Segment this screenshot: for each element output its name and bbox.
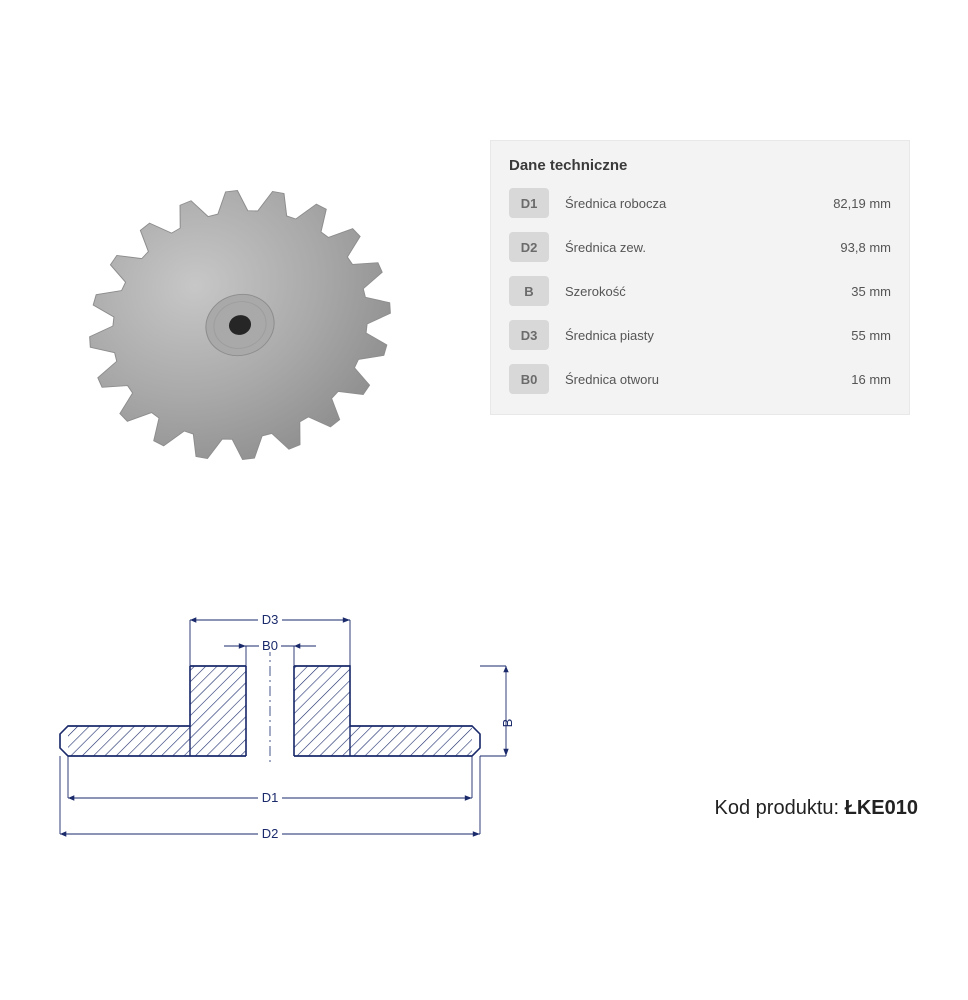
spec-code-badge: D3 [509, 320, 549, 350]
spec-value: 35 mm [801, 284, 891, 299]
spec-row: D3 Średnica piasty55 mm [509, 320, 891, 350]
product-image [20, 140, 460, 510]
spec-label: Średnica otworu [565, 372, 801, 387]
spec-label: Średnica zew. [565, 240, 801, 255]
cross-section-drawing: D3 B0 D1 D2 B [20, 580, 520, 860]
spec-value: 82,19 mm [801, 196, 891, 211]
spec-value: 16 mm [801, 372, 891, 387]
svg-text:D2: D2 [262, 826, 279, 841]
svg-text:B: B [500, 719, 515, 728]
svg-text:D3: D3 [262, 612, 279, 627]
product-code-label: Kod produktu: [715, 797, 845, 819]
technical-drawing: D3 B0 D1 D2 B [20, 580, 520, 860]
product-code-value: ŁKE010 [845, 797, 918, 819]
spec-row: B0 Średnica otworu16 mm [509, 364, 891, 394]
product-code: Kod produktu: ŁKE010 [715, 797, 948, 860]
technical-spec-panel: Dane techniczne D1 Średnica robocza82,19 … [490, 140, 910, 415]
spec-value: 55 mm [801, 328, 891, 343]
spec-value: 93,8 mm [801, 240, 891, 255]
spec-row: D2 Średnica zew.93,8 mm [509, 232, 891, 262]
spec-label: Średnica robocza [565, 196, 801, 211]
svg-text:D1: D1 [262, 790, 279, 805]
spec-row: D1 Średnica robocza82,19 mm [509, 188, 891, 218]
svg-text:B0: B0 [262, 638, 278, 653]
sprocket-illustration [58, 172, 422, 478]
spec-label: Szerokość [565, 284, 801, 299]
spec-row: B Szerokość35 mm [509, 276, 891, 306]
spec-label: Średnica piasty [565, 328, 801, 343]
spec-code-badge: D1 [509, 188, 549, 218]
spec-code-badge: D2 [509, 232, 549, 262]
spec-code-badge: B0 [509, 364, 549, 394]
spec-panel-title: Dane techniczne [509, 157, 891, 174]
spec-code-badge: B [509, 276, 549, 306]
